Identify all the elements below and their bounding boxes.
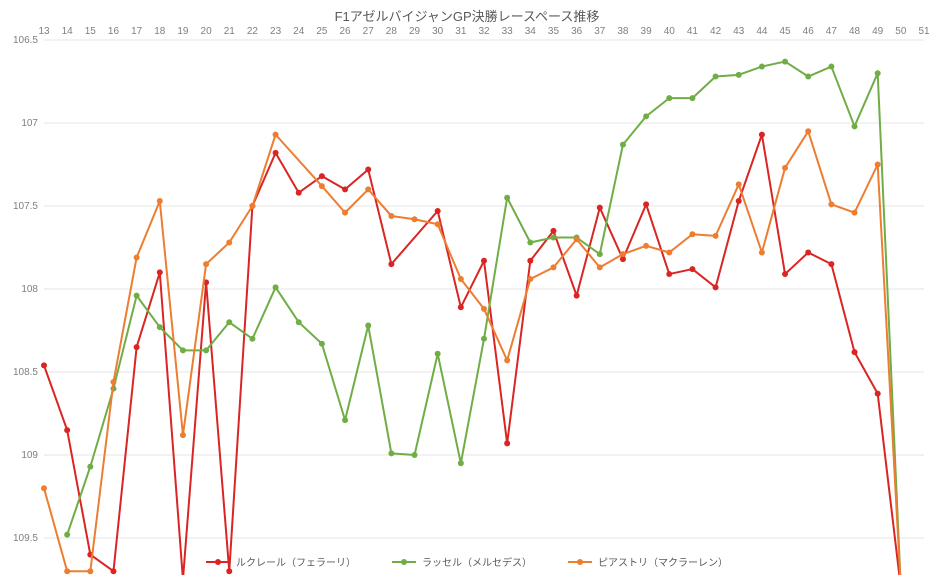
svg-text:106.5: 106.5 bbox=[13, 35, 38, 46]
svg-text:44: 44 bbox=[756, 26, 768, 37]
svg-text:45: 45 bbox=[779, 26, 791, 37]
svg-text:40: 40 bbox=[664, 26, 676, 37]
svg-text:17: 17 bbox=[131, 26, 143, 37]
svg-text:13: 13 bbox=[38, 26, 50, 37]
x-axis: 13 14 15 16 17 18 19 20 21 22 23 24 25 26 27 28 29 30 31 32… bbox=[38, 26, 930, 37]
svg-text:108.5: 108.5 bbox=[13, 367, 38, 378]
race-pace-chart: F1アゼルバイジャンGP決勝レースペース推移 106.5107107.51081… bbox=[0, 0, 934, 575]
legend-marker-icon bbox=[401, 559, 407, 565]
svg-text:28: 28 bbox=[386, 26, 398, 37]
svg-text:109.5: 109.5 bbox=[13, 533, 38, 544]
svg-text:24: 24 bbox=[293, 26, 305, 37]
svg-text:49: 49 bbox=[872, 26, 884, 37]
gridlines bbox=[44, 40, 924, 538]
legend-item-piastri: ピアストリ（マクラーレン） bbox=[568, 554, 728, 569]
svg-text:33: 33 bbox=[502, 26, 514, 37]
svg-text:30: 30 bbox=[432, 26, 444, 37]
y-axis: 106.5 107 107.5 108 108.5 109 109.5 bbox=[13, 35, 38, 544]
legend-line-icon bbox=[392, 561, 416, 563]
svg-text:21: 21 bbox=[224, 26, 236, 37]
svg-text:25: 25 bbox=[316, 26, 328, 37]
svg-text:29: 29 bbox=[409, 26, 421, 37]
svg-text:19: 19 bbox=[177, 26, 189, 37]
legend-label: ラッセル（メルセデス） bbox=[422, 554, 532, 569]
svg-text:43: 43 bbox=[733, 26, 745, 37]
legend-item-leclerc: ルクレール（フェラーリ） bbox=[206, 554, 356, 569]
legend-item-russell: ラッセル（メルセデス） bbox=[392, 554, 532, 569]
svg-text:107.5: 107.5 bbox=[13, 201, 38, 212]
chart-svg: 106.5 107 107.5 108 108.5 109 109.5 13 14 15 16 17… bbox=[0, 0, 934, 575]
legend-line-icon bbox=[568, 561, 592, 563]
svg-text:51: 51 bbox=[918, 26, 930, 37]
legend-label: ピアストリ（マクラーレン） bbox=[598, 554, 728, 569]
svg-text:47: 47 bbox=[826, 26, 838, 37]
svg-text:50: 50 bbox=[895, 26, 907, 37]
svg-text:27: 27 bbox=[363, 26, 375, 37]
svg-text:16: 16 bbox=[108, 26, 120, 37]
legend: ルクレール（フェラーリ） ラッセル（メルセデス） ピアストリ（マクラーレン） bbox=[0, 554, 934, 569]
svg-text:18: 18 bbox=[154, 26, 166, 37]
legend-label: ルクレール（フェラーリ） bbox=[236, 554, 356, 569]
svg-text:31: 31 bbox=[455, 26, 467, 37]
legend-marker-icon bbox=[215, 559, 221, 565]
svg-text:22: 22 bbox=[247, 26, 259, 37]
svg-text:41: 41 bbox=[687, 26, 699, 37]
svg-text:14: 14 bbox=[62, 26, 74, 37]
svg-text:23: 23 bbox=[270, 26, 282, 37]
svg-text:26: 26 bbox=[339, 26, 351, 37]
svg-text:36: 36 bbox=[571, 26, 583, 37]
svg-text:20: 20 bbox=[201, 26, 213, 37]
svg-text:46: 46 bbox=[803, 26, 815, 37]
svg-text:108: 108 bbox=[21, 284, 38, 295]
svg-text:35: 35 bbox=[548, 26, 560, 37]
svg-text:38: 38 bbox=[617, 26, 629, 37]
data-series bbox=[41, 59, 904, 575]
svg-text:34: 34 bbox=[525, 26, 537, 37]
svg-text:15: 15 bbox=[85, 26, 97, 37]
svg-text:32: 32 bbox=[478, 26, 490, 37]
svg-text:39: 39 bbox=[641, 26, 653, 37]
svg-text:107: 107 bbox=[21, 118, 38, 129]
svg-text:42: 42 bbox=[710, 26, 722, 37]
svg-text:109: 109 bbox=[21, 450, 38, 461]
legend-line-icon bbox=[206, 561, 230, 563]
svg-text:37: 37 bbox=[594, 26, 606, 37]
svg-text:48: 48 bbox=[849, 26, 861, 37]
legend-marker-icon bbox=[577, 559, 583, 565]
